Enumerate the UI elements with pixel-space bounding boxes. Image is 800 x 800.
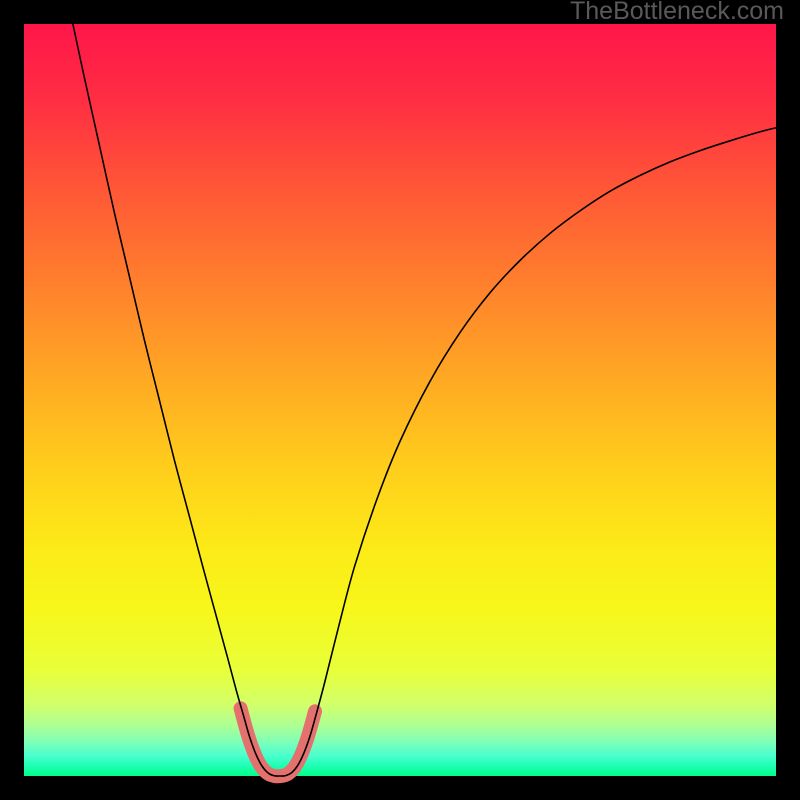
plot-background	[24, 24, 776, 776]
watermark-text: TheBottleneck.com	[570, 0, 784, 26]
chart-root: TheBottleneck.com	[0, 0, 800, 800]
chart-svg	[0, 0, 800, 800]
